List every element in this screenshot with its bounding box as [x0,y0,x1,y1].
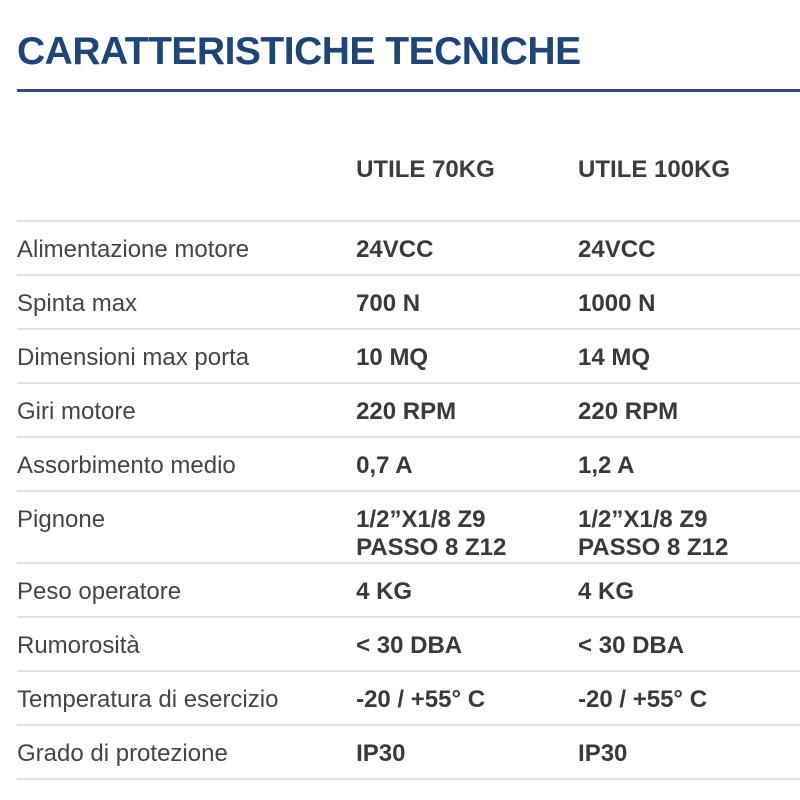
spec-value-line: 1/2”X1/8 Z9 [356,506,486,533]
spec-value-utile-100kg: 24VCC [578,220,800,275]
spec-value-utile-70kg: 0,7 A [356,436,579,491]
spec-label: Giri motore [17,382,357,437]
specs-table: UTILE 70KG UTILE 100KG Alimentazione mot… [17,140,800,780]
spec-value-utile-70kg: < 30 DBA [356,616,579,671]
spec-value-utile-70kg: 220 RPM [356,382,579,437]
spec-value-utile-100kg: IP30 [578,724,800,780]
spec-value-line: 0,7 A [356,452,413,479]
title-divider [17,89,800,92]
spec-value-line: 10 MQ [356,344,429,371]
column-header-label [17,140,356,221]
spec-value-utile-70kg: 4 KG [356,562,579,617]
spec-value-utile-70kg: 700 N [356,274,579,329]
table-row: Assorbimento medio 0,7 A 1,2 A [17,436,800,491]
table-row: Peso operatore 4 KG 4 KG [17,562,800,617]
spec-value-line: < 30 DBA [356,632,463,659]
spec-value-utile-100kg: 1000 N [578,274,800,329]
table-row: Pignone 1/2”X1/8 Z9 PASSO 8 Z12 1/2”X1/8 Z9… [17,490,800,563]
table-row: Spinta max 700 N 1000 N [17,274,800,329]
spec-value-utile-100kg: 1/2”X1/8 Z9 PASSO 8 Z12 [578,490,800,563]
spec-value-line: PASSO 8 Z12 [578,534,729,561]
spec-value-utile-70kg: -20 / +55° C [356,670,579,725]
spec-label: Spinta max [17,274,357,329]
table-row: Dimensioni max porta 10 MQ 14 MQ [17,328,800,383]
spec-value-line: -20 / +55° C [578,686,708,713]
spec-label: Peso operatore [17,562,357,617]
spec-value-line: PASSO 8 Z12 [356,534,507,561]
spec-value-line: 700 N [356,290,421,317]
table-header-row: UTILE 70KG UTILE 100KG [17,140,800,221]
spec-value-line: 1/2”X1/8 Z9 [578,506,708,533]
spec-label: Alimentazione motore [17,220,357,275]
spec-value-utile-70kg: 1/2”X1/8 Z9 PASSO 8 Z12 [356,490,579,563]
spec-label: Dimensioni max porta [17,328,357,383]
spec-value-line: 4 KG [356,578,413,605]
spec-value-line: 1000 N [578,290,656,317]
table-row: Alimentazione motore 24VCC 24VCC [17,220,800,275]
spec-value-line: IP30 [356,740,406,767]
spec-value-utile-100kg: < 30 DBA [578,616,800,671]
spec-label: Assorbimento medio [17,436,357,491]
table-row: Giri motore 220 RPM 220 RPM [17,382,800,437]
spec-value-utile-70kg: 10 MQ [356,328,579,383]
column-header-utile-70kg: UTILE 70KG [356,156,495,183]
table-row: Temperatura di esercizio -20 / +55° C -20 … [17,670,800,725]
spec-value-line: 24VCC [578,236,656,263]
spec-value-line: 220 RPM [356,398,457,425]
spec-label: Rumorosità [17,616,357,671]
spec-value-utile-100kg: 1,2 A [578,436,800,491]
spec-value-utile-70kg: 24VCC [356,220,579,275]
spec-value-utile-100kg: 14 MQ [578,328,800,383]
spec-value-utile-100kg: 4 KG [578,562,800,617]
table-row: Rumorosità < 30 DBA < 30 DBA [17,616,800,671]
spec-value-utile-70kg: IP30 [356,724,579,780]
page-title: CARATTERISTICHE TECNICHE [17,30,581,73]
spec-label: Temperatura di esercizio [17,670,357,725]
spec-value-line: 220 RPM [578,398,679,425]
spec-value-utile-100kg: -20 / +55° C [578,670,800,725]
column-header-utile-100kg: UTILE 100KG [578,156,731,183]
spec-value-line: < 30 DBA [578,632,685,659]
spec-value-utile-100kg: 220 RPM [578,382,800,437]
spec-value-line: -20 / +55° C [356,686,486,713]
table-row: Grado di protezione IP30 IP30 [17,724,800,780]
spec-value-line: 24VCC [356,236,434,263]
spec-value-line: 4 KG [578,578,635,605]
spec-label: Pignone [17,490,357,563]
spec-value-line: IP30 [578,740,628,767]
spec-value-line: 1,2 A [578,452,635,479]
spec-label: Grado di protezione [17,724,357,780]
spec-value-line: 14 MQ [578,344,651,371]
